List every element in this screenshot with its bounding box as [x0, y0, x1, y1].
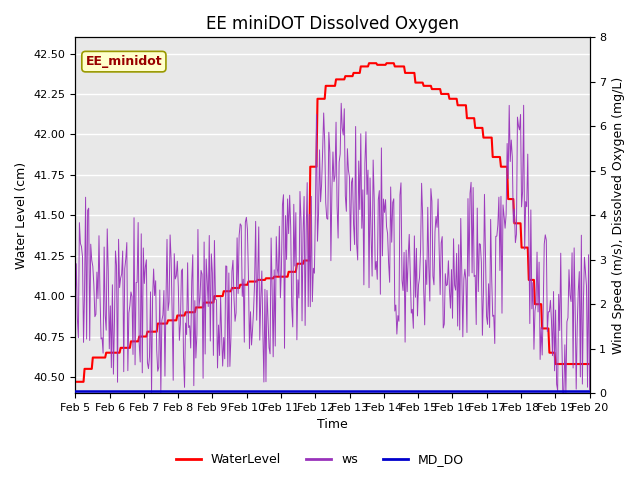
Y-axis label: Water Level (cm): Water Level (cm): [15, 162, 28, 269]
Title: EE miniDOT Dissolved Oxygen: EE miniDOT Dissolved Oxygen: [206, 15, 459, 33]
Legend: WaterLevel, ws, MD_DO: WaterLevel, ws, MD_DO: [171, 448, 469, 471]
Text: EE_minidot: EE_minidot: [86, 55, 162, 68]
X-axis label: Time: Time: [317, 419, 348, 432]
Y-axis label: Wind Speed (m/s), Dissolved Oxygen (mg/L): Wind Speed (m/s), Dissolved Oxygen (mg/L…: [612, 77, 625, 354]
